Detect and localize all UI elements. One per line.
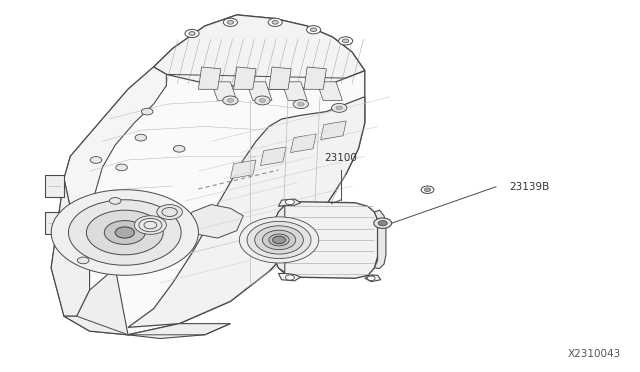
Polygon shape bbox=[269, 67, 291, 89]
Polygon shape bbox=[186, 205, 243, 238]
Polygon shape bbox=[45, 212, 64, 234]
Polygon shape bbox=[234, 67, 256, 89]
Circle shape bbox=[104, 221, 145, 244]
Circle shape bbox=[273, 236, 285, 244]
Circle shape bbox=[332, 103, 347, 112]
Circle shape bbox=[272, 20, 278, 24]
Circle shape bbox=[144, 221, 157, 229]
Circle shape bbox=[189, 32, 195, 35]
Circle shape bbox=[51, 190, 198, 275]
Circle shape bbox=[90, 157, 102, 163]
Polygon shape bbox=[291, 134, 316, 153]
Circle shape bbox=[255, 226, 303, 254]
Circle shape bbox=[227, 99, 234, 102]
Circle shape bbox=[367, 276, 375, 280]
Circle shape bbox=[424, 188, 431, 192]
Polygon shape bbox=[275, 202, 378, 278]
Circle shape bbox=[342, 39, 349, 43]
Circle shape bbox=[139, 218, 162, 232]
Circle shape bbox=[162, 208, 177, 217]
Circle shape bbox=[339, 37, 353, 45]
Circle shape bbox=[421, 186, 434, 193]
Polygon shape bbox=[282, 82, 307, 100]
Polygon shape bbox=[198, 67, 221, 89]
Polygon shape bbox=[51, 15, 365, 335]
Circle shape bbox=[293, 100, 308, 109]
Polygon shape bbox=[128, 97, 365, 327]
Polygon shape bbox=[275, 205, 285, 272]
Circle shape bbox=[185, 29, 199, 38]
Circle shape bbox=[223, 18, 237, 26]
Text: 23100: 23100 bbox=[324, 153, 358, 163]
Circle shape bbox=[68, 200, 181, 265]
Circle shape bbox=[227, 20, 234, 24]
Circle shape bbox=[285, 199, 294, 205]
Polygon shape bbox=[230, 160, 256, 179]
Circle shape bbox=[374, 218, 392, 228]
Circle shape bbox=[134, 216, 166, 234]
Polygon shape bbox=[321, 121, 346, 140]
Circle shape bbox=[247, 221, 311, 259]
Polygon shape bbox=[64, 268, 230, 339]
Polygon shape bbox=[64, 67, 166, 234]
Circle shape bbox=[223, 96, 238, 105]
Circle shape bbox=[310, 28, 317, 32]
Polygon shape bbox=[51, 179, 90, 316]
Polygon shape bbox=[317, 82, 342, 100]
Circle shape bbox=[157, 205, 182, 219]
Text: 23139B: 23139B bbox=[509, 182, 549, 192]
Polygon shape bbox=[260, 147, 286, 166]
Circle shape bbox=[378, 221, 387, 226]
Polygon shape bbox=[211, 82, 237, 100]
Circle shape bbox=[336, 106, 342, 110]
Polygon shape bbox=[278, 273, 301, 281]
Circle shape bbox=[239, 217, 319, 263]
Circle shape bbox=[141, 108, 153, 115]
Circle shape bbox=[262, 230, 296, 250]
Polygon shape bbox=[374, 210, 386, 269]
Circle shape bbox=[86, 210, 163, 255]
Circle shape bbox=[135, 134, 147, 141]
Circle shape bbox=[298, 102, 304, 106]
Circle shape bbox=[115, 227, 134, 238]
Circle shape bbox=[285, 275, 294, 280]
Polygon shape bbox=[154, 15, 365, 89]
Circle shape bbox=[268, 18, 282, 26]
Circle shape bbox=[269, 234, 289, 246]
Circle shape bbox=[77, 257, 89, 264]
Circle shape bbox=[259, 99, 266, 102]
Polygon shape bbox=[246, 82, 272, 100]
Circle shape bbox=[116, 164, 127, 171]
Circle shape bbox=[173, 145, 185, 152]
Text: X2310043: X2310043 bbox=[568, 349, 621, 359]
Circle shape bbox=[255, 96, 270, 105]
Circle shape bbox=[109, 198, 121, 204]
Polygon shape bbox=[278, 199, 301, 206]
Polygon shape bbox=[365, 275, 381, 282]
Circle shape bbox=[307, 26, 321, 34]
Polygon shape bbox=[45, 175, 64, 197]
Polygon shape bbox=[304, 67, 326, 89]
